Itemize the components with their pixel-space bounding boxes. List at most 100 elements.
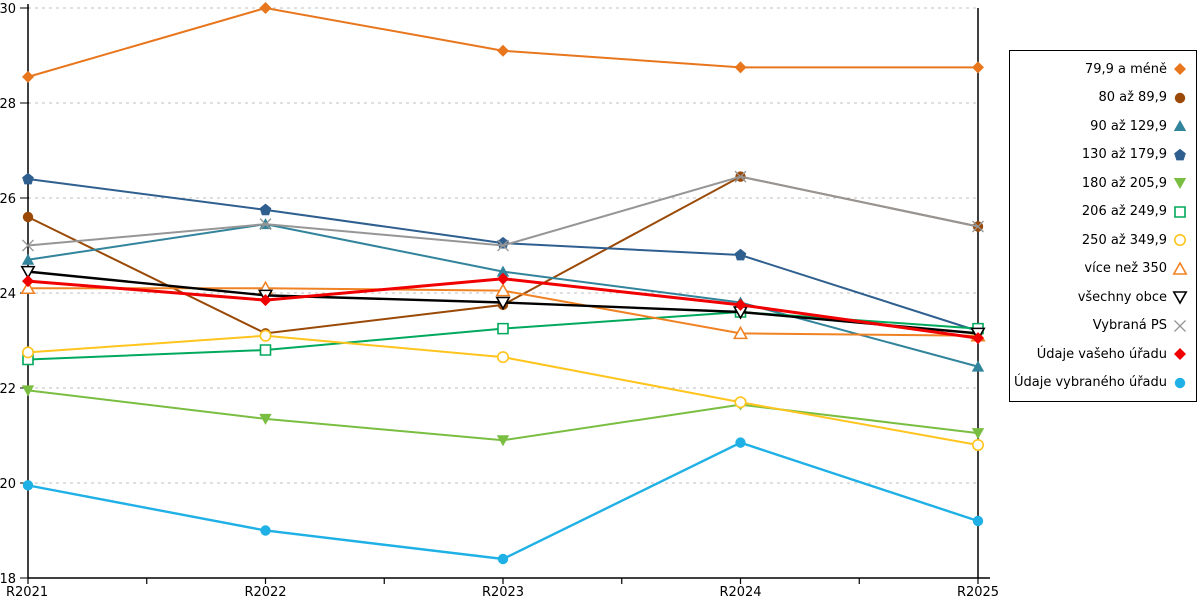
data-point-marker	[735, 437, 746, 448]
y-tick-label: 26	[0, 192, 16, 207]
data-point-marker	[497, 239, 509, 252]
data-point-marker	[259, 413, 272, 425]
legend-item-label: více než 350	[1084, 261, 1167, 277]
legend-item-label: 180 až 205,9	[1081, 175, 1167, 191]
series-line	[27, 389, 979, 442]
x-tick-label: R2025	[957, 585, 999, 600]
data-point-marker	[260, 525, 271, 536]
legend-item: Údaje vašeho úřadu	[1014, 346, 1188, 362]
series-180-a-205-9	[21, 385, 985, 447]
data-point-marker	[259, 203, 272, 216]
data-point-marker	[259, 2, 272, 14]
data-point-marker	[972, 220, 984, 233]
legend-item-label: 250 až 349,9	[1081, 232, 1167, 248]
y-tick-label: 18	[0, 572, 16, 587]
data-point-marker	[1172, 291, 1188, 305]
legend-marker-icon	[1174, 234, 1186, 247]
data-point-marker	[21, 385, 35, 397]
y-tick-label: 24	[0, 287, 16, 302]
data-point-marker	[21, 253, 35, 265]
data-point-marker	[22, 480, 34, 491]
data-point-marker	[497, 322, 509, 335]
data-point-marker	[496, 265, 510, 277]
legend-item: více než 350	[1014, 261, 1188, 277]
series--daje-va-eho-adu	[22, 272, 984, 345]
data-point-marker	[259, 329, 272, 342]
legend-item: 250 až 349,9	[1014, 232, 1188, 248]
data-point-marker	[1174, 377, 1186, 388]
legend-item-label: 90 až 129,9	[1090, 118, 1167, 134]
data-point-marker	[22, 239, 34, 252]
series--daje-vybran-ho-adu	[22, 437, 984, 565]
series-vybran-ps	[22, 170, 984, 252]
data-point-marker	[972, 332, 984, 345]
y-tick-label: 20	[0, 477, 16, 492]
series-line	[27, 441, 979, 561]
data-point-marker	[1174, 92, 1186, 103]
data-point-marker	[259, 294, 272, 307]
data-point-marker	[971, 438, 984, 451]
data-point-marker	[734, 298, 747, 311]
data-point-marker	[734, 61, 747, 74]
legend-item: všechny obce	[1014, 289, 1188, 305]
series-line	[27, 6, 978, 78]
data-point-marker	[259, 218, 272, 231]
data-point-marker	[971, 428, 985, 440]
data-point-marker	[21, 346, 34, 359]
legend-item-label: Vybraná PS	[1092, 318, 1167, 334]
data-point-marker	[497, 272, 509, 285]
data-point-marker	[495, 296, 511, 311]
data-point-marker	[497, 236, 509, 249]
data-point-marker	[22, 70, 34, 83]
data-point-marker	[22, 211, 34, 223]
legend-item: 90 až 129,9	[1014, 118, 1188, 134]
data-point-marker	[497, 44, 509, 57]
data-point-marker	[1174, 148, 1186, 161]
legend-item: 79,9 a méně	[1014, 61, 1188, 77]
data-point-marker	[495, 282, 511, 297]
legend-item-label: 206 až 249,9	[1081, 204, 1167, 220]
legend-marker-icon	[1172, 291, 1188, 305]
legend-item: 130 až 179,9	[1014, 147, 1188, 163]
legend-item-label: 80 až 89,9	[1098, 90, 1167, 106]
legend-marker-icon	[1174, 348, 1186, 361]
data-point-marker	[732, 325, 749, 340]
legend-marker-icon	[1174, 92, 1186, 103]
legend-item-label: Údaje vybraného úřadu	[1013, 375, 1167, 391]
legend-marker-icon	[1173, 178, 1187, 190]
legend-item: Údaje vybraného úřadu	[1014, 375, 1188, 391]
data-point-marker	[1174, 63, 1186, 76]
data-point-marker	[1174, 205, 1186, 218]
data-point-marker	[1172, 261, 1188, 275]
series-79-9-a-m-n-	[22, 2, 984, 83]
data-point-marker	[259, 344, 272, 356]
legend-item: 80 až 89,9	[1014, 90, 1188, 106]
data-point-marker	[1174, 348, 1186, 361]
legend-marker-icon	[1174, 377, 1186, 388]
series-line	[27, 175, 979, 247]
data-point-marker	[972, 515, 984, 527]
legend-marker-icon	[1174, 63, 1186, 76]
legend-marker-icon	[1174, 205, 1186, 218]
legend-item: Vybraná PS	[1014, 318, 1188, 334]
legend-marker-icon	[1174, 148, 1186, 161]
legend-marker-icon	[1174, 319, 1186, 332]
x-tick-label: R2022	[244, 585, 286, 600]
legend-item-label: 79,9 a méně	[1084, 61, 1167, 77]
data-point-marker	[22, 172, 34, 185]
x-tick-label: R2024	[719, 585, 761, 600]
data-point-marker	[972, 61, 984, 74]
legend-item-label: Údaje vašeho úřadu	[1036, 346, 1167, 362]
y-tick-label: 22	[0, 382, 16, 397]
data-point-marker	[971, 360, 985, 372]
y-tick-label: 30	[0, 2, 16, 17]
data-point-marker	[1174, 319, 1186, 332]
data-point-marker	[1173, 120, 1187, 132]
data-point-marker	[734, 396, 747, 409]
series-250-a-349-9	[21, 329, 984, 451]
data-point-marker	[497, 553, 509, 565]
data-point-marker	[496, 351, 509, 364]
legend: 79,9 a méně 80 až 89,9 90 až 129,9 130 až 1…	[1009, 50, 1197, 402]
